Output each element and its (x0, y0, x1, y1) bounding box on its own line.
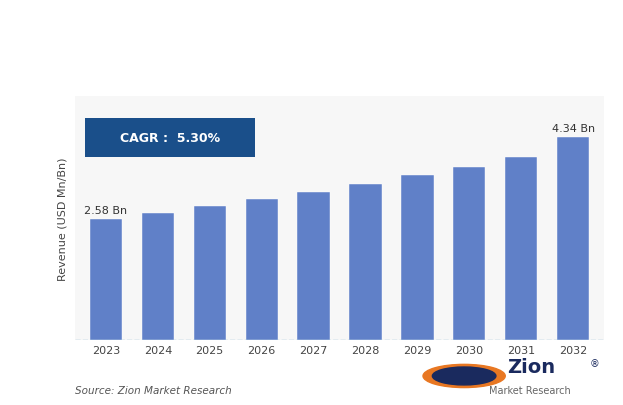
Text: Global Market Size, 2024-2032 (USD Billion): Global Market Size, 2024-2032 (USD Billi… (166, 54, 457, 67)
Bar (557, 137, 589, 340)
Text: 2.58 Bn: 2.58 Bn (84, 205, 128, 215)
Bar (454, 167, 485, 340)
Bar (298, 192, 330, 340)
Bar (505, 158, 538, 340)
Circle shape (423, 364, 505, 388)
Bar (401, 176, 434, 340)
Bar (194, 207, 226, 340)
Text: 4.34 Bn: 4.34 Bn (551, 123, 595, 133)
Bar (245, 200, 278, 340)
Y-axis label: Revenue (USD Mn/Bn): Revenue (USD Mn/Bn) (58, 157, 68, 280)
Bar (90, 220, 122, 340)
Text: CAGR :  5.30%: CAGR : 5.30% (120, 132, 220, 145)
Text: Market Research: Market Research (488, 385, 571, 395)
Text: Zion: Zion (507, 358, 555, 377)
Circle shape (432, 367, 496, 385)
Bar (141, 213, 174, 340)
Bar (350, 184, 381, 340)
Text: Source: Zion Market Research: Source: Zion Market Research (75, 385, 232, 395)
Text: ®: ® (589, 358, 599, 368)
FancyBboxPatch shape (85, 119, 255, 158)
Text: Technical Recruitment Platforms Market,: Technical Recruitment Platforms Market, (111, 17, 512, 35)
